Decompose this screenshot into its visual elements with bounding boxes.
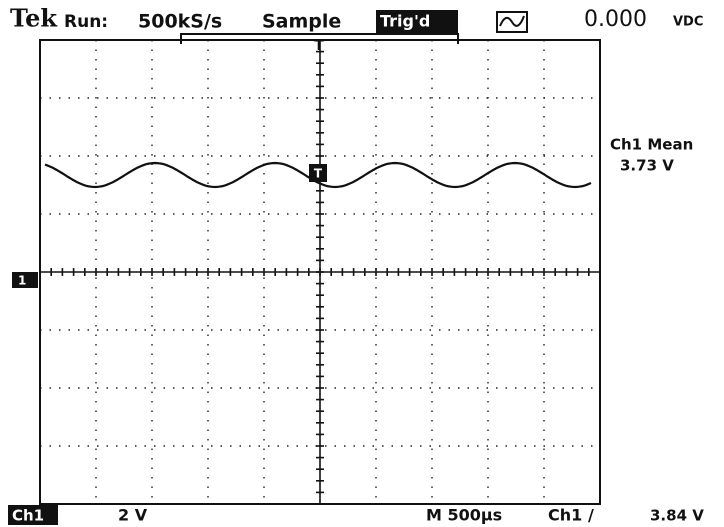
trigger-status: Trig'd bbox=[380, 12, 430, 31]
coupling-icon-wave bbox=[500, 16, 524, 26]
volts-per-div: 2 V bbox=[118, 506, 148, 525]
run-label: Run: bbox=[64, 12, 108, 32]
reading-unit: VDC bbox=[673, 15, 703, 30]
timebase: M 500µs bbox=[426, 506, 502, 525]
measurement-value: 3.73 V bbox=[620, 157, 674, 175]
sample-rate: 500kS/s bbox=[138, 11, 222, 33]
trigger-position-marker: T bbox=[314, 38, 324, 54]
graticule bbox=[40, 40, 600, 504]
channel: Ch1 bbox=[12, 507, 44, 525]
trigger-value: 3.84 V bbox=[650, 507, 704, 525]
trigger-slope: / bbox=[588, 506, 594, 525]
trigger-source: Ch1 bbox=[548, 506, 582, 525]
reading-value: 0.000 bbox=[584, 7, 647, 32]
brand: Tek bbox=[10, 4, 58, 33]
oscilloscope-screen: Tek Run: 500kS/s Sample Trig'd 0.000 VDC… bbox=[0, 0, 724, 527]
measurement-label: Ch1 Mean bbox=[610, 136, 693, 154]
trigger-level-marker: T bbox=[314, 167, 323, 181]
ground-marker: 1 bbox=[18, 274, 26, 288]
acq-mode: Sample bbox=[262, 11, 341, 33]
